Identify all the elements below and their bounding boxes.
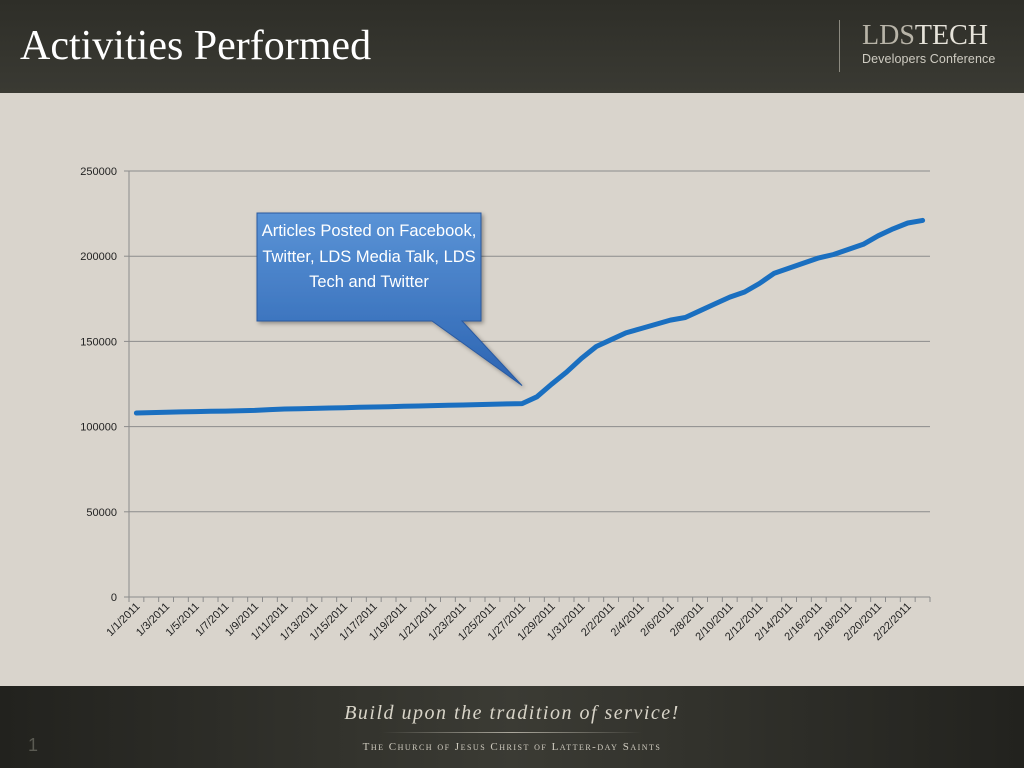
chart-axes [128,171,930,598]
y-tick-label: 100000 [80,422,117,434]
y-axis-ticks: 0 50000 100000 150000 200000 250000 [80,166,129,604]
x-axis-ticks: 1/1/20111/3/20111/5/20111/7/20111/9/2011… [104,597,931,643]
logo-divider [839,20,840,72]
footer-divider [382,732,642,733]
footer-church-name: The Church of Jesus Christ of Latter-day… [362,741,662,753]
logo-wordmark: LDSTECH [862,20,995,52]
logo-subtitle: Developers Conference [862,52,996,66]
chart-gridlines [129,170,930,513]
slide-footer: Build upon the tradition of service! The… [0,686,1024,768]
slide-header: Activities Performed LDSTECH Developers … [0,0,1024,93]
logo-tech: TECH [914,20,989,51]
annotation-callout-text: Articles Posted on Facebook, Twitter, LD… [261,222,477,291]
y-tick-label: 50000 [86,507,117,519]
y-tick-label: 200000 [80,251,117,263]
slide-number: 1 [28,735,39,755]
y-tick-label: 150000 [80,336,117,348]
series-line [133,217,926,416]
footer-tagline: Build upon the tradition of service! [344,702,680,724]
line-chart: 0 50000 100000 150000 200000 250000 1/1/20111… [80,166,931,643]
annotation-callout-bubble [256,212,523,387]
y-tick-label: 250000 [80,166,117,178]
logo-lds: LDS [862,20,915,51]
chart-series [133,217,926,416]
annotation-callout [256,212,523,387]
ldstech-logo: LDSTECH Developers Conference [862,20,995,66]
y-tick-label: 0 [111,592,117,604]
slide-title: Activities Performed [20,23,372,69]
